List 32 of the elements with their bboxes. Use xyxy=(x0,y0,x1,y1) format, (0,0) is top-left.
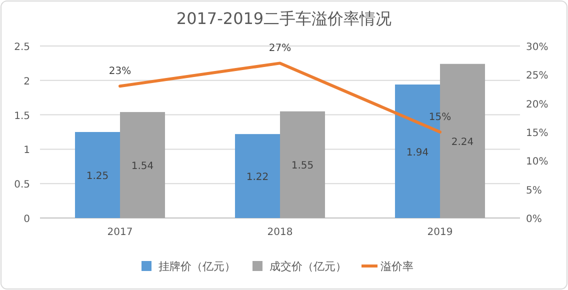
data-label: 1.55 xyxy=(291,160,314,172)
y-tick-label: 0 xyxy=(24,214,30,225)
y2-tick-label: 15% xyxy=(526,128,548,139)
y2-tick-label: 0% xyxy=(526,214,542,225)
bar xyxy=(280,111,325,218)
y-tick-label: 1.5 xyxy=(14,110,30,122)
data-label: 1.22 xyxy=(246,172,269,184)
y-tick-label: 2 xyxy=(24,76,30,88)
bar xyxy=(235,134,280,218)
y-tick-label: 0.5 xyxy=(14,180,30,191)
bar xyxy=(120,112,165,218)
y-tick-label: 1 xyxy=(24,145,30,156)
y2-tick-label: 10% xyxy=(526,156,548,168)
bar xyxy=(75,132,120,218)
data-label: 1.54 xyxy=(131,161,154,172)
chart-title: 2017-2019二手车溢价率情况 xyxy=(176,9,392,28)
legend-label: 成交价（亿元） xyxy=(270,260,346,273)
y-tick-label: 2.5 xyxy=(14,42,30,53)
data-label: 1.94 xyxy=(406,147,429,158)
data-label: 1.25 xyxy=(86,171,109,182)
data-label: 27% xyxy=(268,43,292,54)
y2-tick-label: 20% xyxy=(526,99,548,110)
x-tick-label: 2018 xyxy=(267,227,293,238)
data-label: 23% xyxy=(108,66,132,78)
y2-tick-label: 30% xyxy=(526,42,548,53)
x-tick-label: 2017 xyxy=(107,227,133,238)
data-label: 2.24 xyxy=(451,136,474,148)
legend-label: 挂牌价（亿元） xyxy=(158,260,236,273)
x-tick-label: 2019 xyxy=(427,227,453,238)
legend-label: 溢价率 xyxy=(380,260,414,273)
y2-tick-label: 5% xyxy=(526,185,542,196)
y2-tick-label: 25% xyxy=(526,70,548,82)
